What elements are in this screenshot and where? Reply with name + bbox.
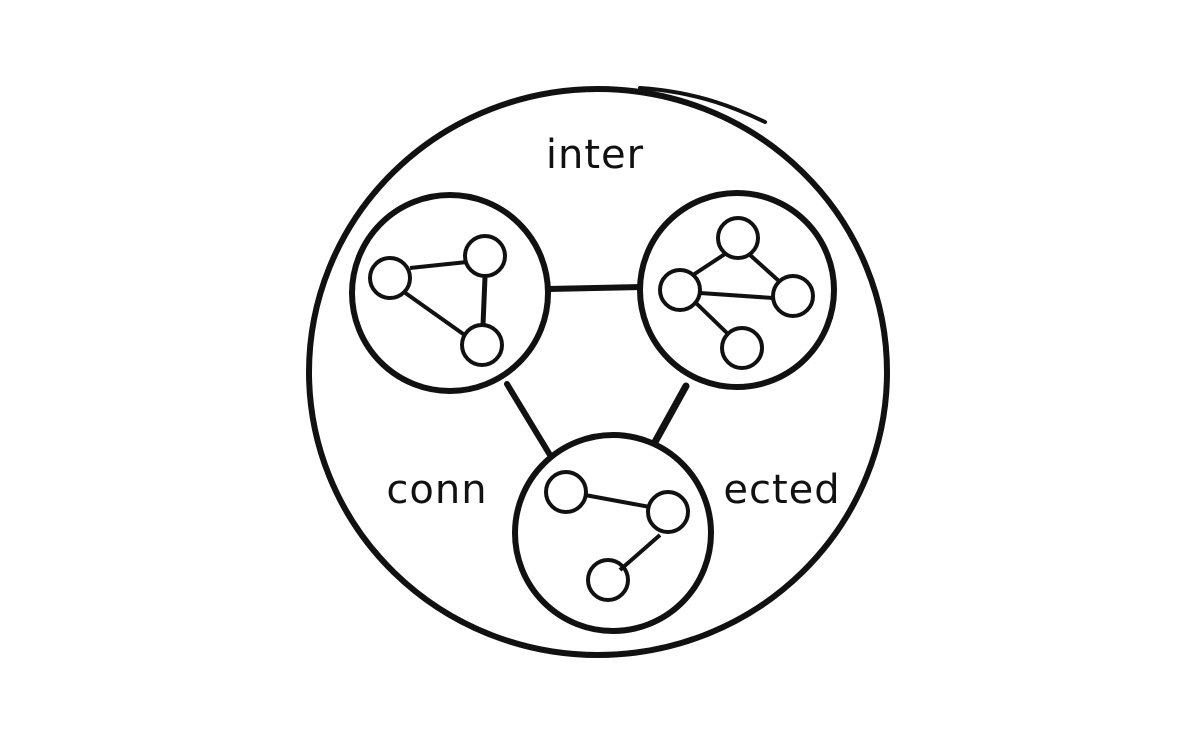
node — [586, 558, 630, 602]
link-left-right — [545, 284, 643, 292]
edge — [409, 260, 468, 270]
edge — [584, 493, 651, 509]
edge — [480, 276, 488, 326]
outer-circle — [306, 86, 890, 658]
cluster-bottom — [512, 432, 714, 634]
outer-circle-overstroke — [638, 86, 767, 124]
edge — [618, 533, 662, 572]
node — [460, 323, 504, 367]
cluster-left — [349, 192, 551, 394]
node — [720, 326, 764, 370]
cluster-right-boundary — [637, 190, 837, 390]
label-conn: conn — [386, 467, 487, 513]
edge — [691, 252, 727, 277]
label-inter: inter — [546, 132, 644, 178]
node — [544, 470, 588, 514]
node — [771, 274, 815, 318]
node — [658, 268, 702, 312]
edge — [694, 301, 730, 336]
node — [716, 216, 760, 260]
node — [646, 490, 690, 534]
edge — [402, 290, 468, 338]
edge — [699, 291, 774, 300]
node — [368, 256, 412, 300]
edge — [748, 253, 782, 284]
cluster-bottom-boundary — [512, 432, 714, 634]
link-left-bottom — [504, 381, 553, 458]
node — [463, 234, 507, 278]
cluster-right — [637, 190, 837, 390]
label-ected: ected — [723, 467, 840, 513]
cluster-left-boundary — [349, 192, 551, 394]
link-right-bottom — [651, 382, 690, 446]
